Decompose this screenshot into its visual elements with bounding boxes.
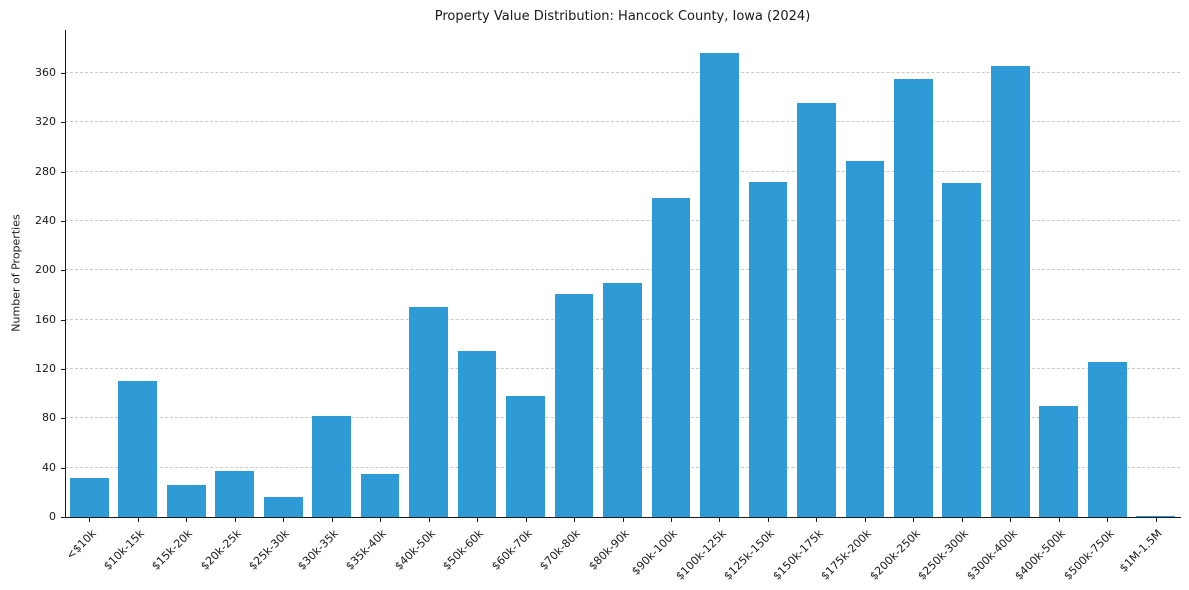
x-tick-mark — [622, 518, 624, 522]
bar-$100k-125k — [700, 53, 739, 517]
bar-$80k-90k — [603, 282, 642, 517]
gridline — [65, 170, 1180, 172]
bar-$60k-70k — [506, 396, 545, 517]
x-tick-mark — [961, 518, 963, 522]
y-tick-label: 240 — [35, 214, 56, 228]
x-tick-mark — [525, 518, 527, 522]
x-tick-mark — [283, 518, 285, 522]
bar-$175k-200k — [845, 160, 885, 517]
y-tick-label: 120 — [35, 362, 56, 376]
y-axis-spine — [65, 30, 66, 518]
plot-area — [65, 30, 1180, 517]
x-tick-mark — [186, 518, 188, 522]
y-tick-mark — [61, 517, 65, 518]
bar-$15k-20k — [166, 484, 206, 517]
bar-$35k-40k — [360, 473, 400, 517]
bar-$250k-300k — [942, 182, 982, 517]
bar-$200k-250k — [893, 79, 933, 517]
x-tick-mark — [670, 518, 672, 522]
y-tick-mark — [61, 171, 65, 173]
bar-$1M-1.5M — [1136, 515, 1176, 517]
x-tick-mark — [767, 518, 769, 522]
x-tick-mark — [380, 518, 382, 522]
y-tick-mark — [61, 122, 65, 124]
bar-$50k-60k — [457, 350, 497, 517]
gridline — [65, 72, 1180, 74]
bar-$125k-150k — [748, 181, 788, 517]
y-tick-mark — [61, 319, 65, 321]
gridline — [65, 121, 1180, 123]
x-tick-mark — [1155, 518, 1157, 522]
y-tick-label: 200 — [35, 263, 56, 277]
gridline — [65, 220, 1180, 222]
y-tick-label: 160 — [35, 312, 56, 326]
bar-$400k-500k — [1039, 406, 1079, 517]
bar-$500k-750k — [1087, 361, 1127, 517]
x-tick-mark — [89, 518, 91, 522]
bar-<$10k — [69, 477, 109, 517]
y-tick-mark — [61, 73, 65, 75]
x-tick-mark — [137, 518, 139, 522]
y-tick-mark — [61, 221, 65, 223]
chart-title: Property Value Distribution: Hancock Cou… — [434, 9, 811, 24]
x-tick-mark — [719, 518, 721, 522]
y-tick-label: 320 — [35, 115, 56, 129]
x-tick-mark — [234, 518, 236, 522]
y-tick-mark — [61, 369, 65, 371]
bar-$10k-15k — [118, 381, 158, 517]
bar-$40k-50k — [409, 307, 448, 517]
bar-$25k-30k — [263, 497, 303, 517]
x-axis-ticks: <$10k $10k-15k $15k-20k $20k-25k $25k-30k $30… — [63, 517, 1180, 590]
x-tick-mark — [477, 518, 479, 522]
x-tick-mark — [913, 518, 915, 522]
y-tick-mark — [61, 270, 65, 272]
bar-$70k-80k — [554, 293, 594, 517]
y-tick-mark — [61, 418, 65, 420]
y-tick-label: 0 — [49, 510, 56, 523]
y-tick-label: 360 — [35, 66, 56, 80]
x-axis-spine — [65, 517, 1181, 518]
x-tick-mark — [574, 518, 576, 522]
x-tick-mark — [1107, 518, 1109, 522]
x-tick-mark — [1058, 518, 1060, 522]
x-tick-mark — [864, 518, 866, 522]
bar-$30k-35k — [312, 415, 352, 517]
bar-$20k-25k — [215, 471, 255, 517]
x-tick-mark — [816, 518, 818, 522]
bar-$90k-100k — [651, 197, 691, 517]
y-tick-label: 40 — [42, 460, 56, 474]
x-tick-mark — [331, 518, 333, 522]
bar-$300k-400k — [990, 65, 1030, 517]
x-tick-mark — [428, 518, 430, 522]
y-tick-label: 280 — [35, 164, 56, 178]
bar-$150k-175k — [797, 102, 836, 517]
x-tick-mark — [1010, 518, 1012, 522]
gridline — [65, 269, 1180, 271]
y-tick-label: 80 — [42, 411, 56, 425]
y-tick-mark — [61, 467, 65, 469]
